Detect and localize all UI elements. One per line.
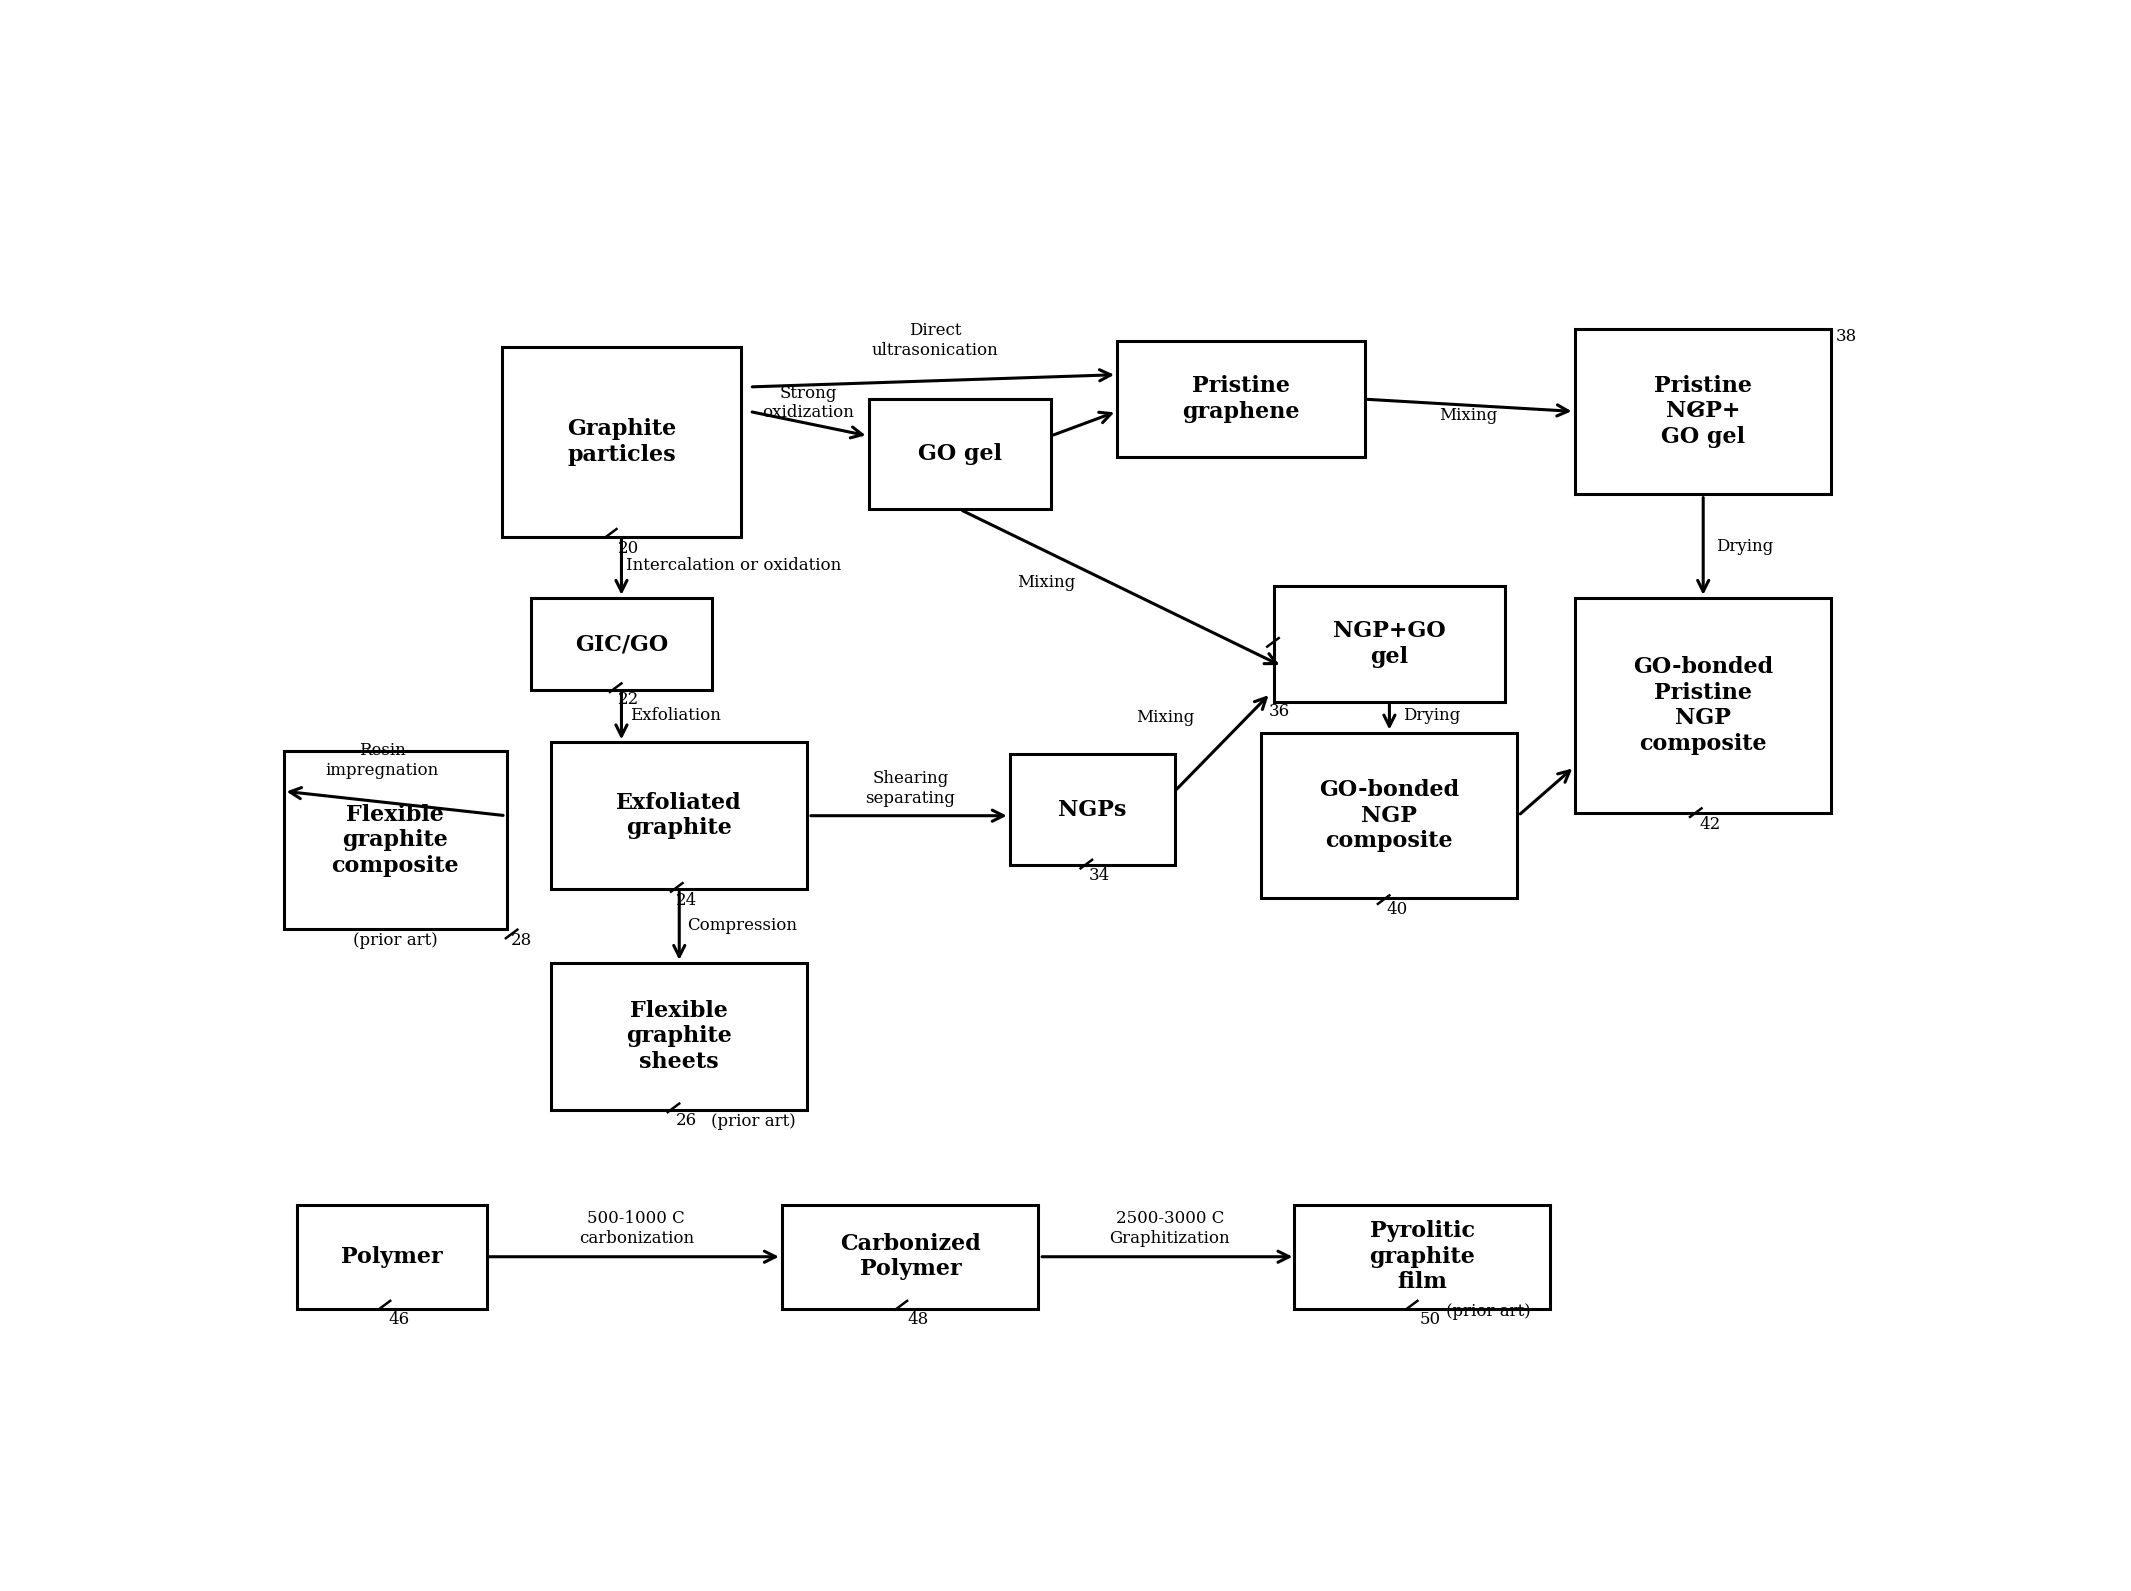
Text: 36: 36	[1268, 703, 1289, 721]
Text: Exfoliation: Exfoliation	[631, 706, 720, 724]
Bar	[869, 399, 1051, 509]
Text: 48: 48	[908, 1311, 929, 1327]
Bar	[531, 598, 712, 690]
Bar	[1262, 733, 1517, 899]
Bar	[296, 1204, 486, 1309]
Text: 42: 42	[1701, 816, 1722, 832]
Bar	[1575, 329, 1831, 495]
Text: Mixing: Mixing	[1136, 710, 1195, 725]
Text: Pristine
graphene: Pristine graphene	[1183, 375, 1300, 423]
Text: 38: 38	[1835, 328, 1856, 345]
Text: 28: 28	[511, 932, 533, 950]
Text: 46: 46	[388, 1311, 409, 1327]
Text: Resin
impregnation: Resin impregnation	[326, 743, 439, 780]
Text: 2500-3000 C
Graphitization: 2500-3000 C Graphitization	[1110, 1211, 1230, 1247]
Text: Pristine
NGP+
GO gel: Pristine NGP+ GO gel	[1654, 375, 1752, 447]
Text: GO gel: GO gel	[918, 444, 1002, 465]
Bar	[552, 963, 808, 1111]
Text: Exfoliated
graphite: Exfoliated graphite	[616, 792, 742, 840]
Text: Intercalation or oxidation: Intercalation or oxidation	[627, 557, 842, 574]
Text: 20: 20	[618, 539, 639, 557]
Text: Direct
ultrasonication: Direct ultrasonication	[872, 321, 999, 358]
Text: Carbonized
Polymer: Carbonized Polymer	[840, 1233, 980, 1281]
Text: Mixing: Mixing	[1441, 407, 1498, 423]
Bar	[1294, 1204, 1551, 1309]
Text: Mixing: Mixing	[1016, 574, 1076, 592]
Text: 24: 24	[676, 891, 697, 908]
Text: (prior art): (prior art)	[712, 1114, 797, 1131]
Bar	[782, 1204, 1038, 1309]
Text: Graphite
particles: Graphite particles	[567, 418, 676, 466]
Bar	[552, 741, 808, 889]
Text: Pyrolitic
graphite
film: Pyrolitic graphite film	[1370, 1220, 1475, 1293]
Text: NGPs: NGPs	[1057, 799, 1127, 821]
Text: 500-1000 C
carbonization: 500-1000 C carbonization	[580, 1211, 695, 1247]
Bar	[283, 751, 507, 929]
Text: 34: 34	[1089, 867, 1110, 885]
Text: Polymer: Polymer	[341, 1246, 443, 1268]
Text: 26: 26	[676, 1112, 697, 1130]
Bar	[1010, 754, 1174, 866]
Text: GIC/GO: GIC/GO	[575, 633, 669, 655]
Text: Flexible
graphite
composite: Flexible graphite composite	[332, 803, 458, 877]
Text: Strong
oxidization: Strong oxidization	[763, 385, 855, 422]
Bar	[1575, 598, 1831, 813]
Text: Shearing
separating: Shearing separating	[865, 770, 955, 807]
Text: 22: 22	[618, 690, 639, 708]
Bar	[501, 347, 742, 538]
Text: (prior art): (prior art)	[354, 932, 437, 950]
Text: (prior art): (prior art)	[1447, 1303, 1530, 1321]
Bar	[1274, 585, 1504, 702]
Text: Drying: Drying	[1402, 706, 1460, 724]
Text: Compression: Compression	[688, 918, 797, 934]
Text: 40: 40	[1385, 902, 1406, 918]
Text: Drying: Drying	[1715, 538, 1773, 555]
Text: NGP+GO
gel: NGP+GO gel	[1334, 620, 1445, 668]
Text: GO-bonded
NGP
composite: GO-bonded NGP composite	[1319, 780, 1460, 853]
Text: GO-bonded
Pristine
NGP
composite: GO-bonded Pristine NGP composite	[1632, 657, 1773, 754]
Bar	[1117, 340, 1364, 457]
Text: Flexible
graphite
sheets: Flexible graphite sheets	[627, 999, 733, 1072]
Text: 50: 50	[1419, 1311, 1441, 1327]
